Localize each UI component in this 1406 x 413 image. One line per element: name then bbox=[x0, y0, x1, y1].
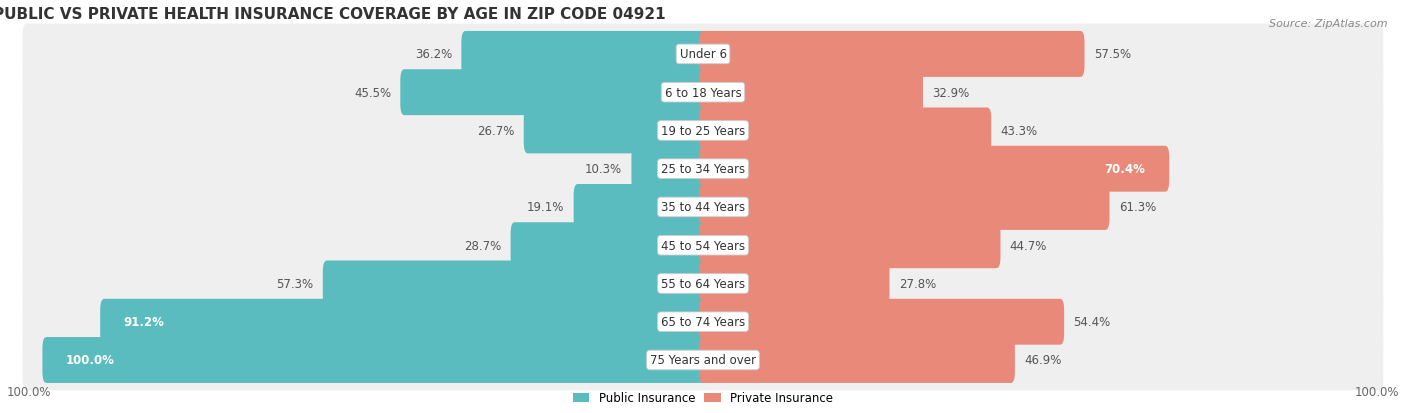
Text: 70.4%: 70.4% bbox=[1105, 163, 1146, 176]
FancyBboxPatch shape bbox=[401, 70, 707, 116]
Text: 44.7%: 44.7% bbox=[1010, 239, 1047, 252]
Text: 19.1%: 19.1% bbox=[527, 201, 564, 214]
FancyBboxPatch shape bbox=[42, 337, 707, 383]
Text: 100.0%: 100.0% bbox=[1354, 385, 1399, 398]
Text: Source: ZipAtlas.com: Source: ZipAtlas.com bbox=[1270, 19, 1388, 28]
FancyBboxPatch shape bbox=[574, 185, 707, 230]
Text: 32.9%: 32.9% bbox=[932, 86, 969, 100]
Text: 35 to 44 Years: 35 to 44 Years bbox=[661, 201, 745, 214]
Text: 28.7%: 28.7% bbox=[464, 239, 502, 252]
Text: 54.4%: 54.4% bbox=[1073, 316, 1111, 328]
Text: 75 Years and over: 75 Years and over bbox=[650, 354, 756, 367]
Text: 36.2%: 36.2% bbox=[415, 48, 453, 61]
FancyBboxPatch shape bbox=[699, 299, 1064, 345]
FancyBboxPatch shape bbox=[631, 146, 707, 192]
Text: 27.8%: 27.8% bbox=[898, 277, 936, 290]
Text: 57.5%: 57.5% bbox=[1094, 48, 1130, 61]
FancyBboxPatch shape bbox=[699, 337, 1015, 383]
Text: 43.3%: 43.3% bbox=[1001, 125, 1038, 138]
Text: 6 to 18 Years: 6 to 18 Years bbox=[665, 86, 741, 100]
Legend: Public Insurance, Private Insurance: Public Insurance, Private Insurance bbox=[568, 387, 838, 409]
FancyBboxPatch shape bbox=[699, 146, 1170, 192]
Text: 10.3%: 10.3% bbox=[585, 163, 623, 176]
FancyBboxPatch shape bbox=[523, 108, 707, 154]
FancyBboxPatch shape bbox=[22, 63, 1384, 123]
FancyBboxPatch shape bbox=[699, 70, 922, 116]
Text: Under 6: Under 6 bbox=[679, 48, 727, 61]
FancyBboxPatch shape bbox=[510, 223, 707, 268]
FancyBboxPatch shape bbox=[323, 261, 707, 307]
FancyBboxPatch shape bbox=[22, 216, 1384, 276]
FancyBboxPatch shape bbox=[22, 330, 1384, 390]
FancyBboxPatch shape bbox=[22, 139, 1384, 199]
FancyBboxPatch shape bbox=[461, 32, 707, 78]
FancyBboxPatch shape bbox=[699, 261, 890, 307]
FancyBboxPatch shape bbox=[699, 185, 1109, 230]
Text: 55 to 64 Years: 55 to 64 Years bbox=[661, 277, 745, 290]
FancyBboxPatch shape bbox=[22, 292, 1384, 352]
FancyBboxPatch shape bbox=[22, 24, 1384, 85]
FancyBboxPatch shape bbox=[699, 108, 991, 154]
Text: 57.3%: 57.3% bbox=[277, 277, 314, 290]
Text: 19 to 25 Years: 19 to 25 Years bbox=[661, 125, 745, 138]
FancyBboxPatch shape bbox=[22, 254, 1384, 314]
Text: 45.5%: 45.5% bbox=[354, 86, 391, 100]
FancyBboxPatch shape bbox=[100, 299, 707, 345]
Text: 25 to 34 Years: 25 to 34 Years bbox=[661, 163, 745, 176]
Text: 65 to 74 Years: 65 to 74 Years bbox=[661, 316, 745, 328]
FancyBboxPatch shape bbox=[699, 223, 1001, 268]
Text: 46.9%: 46.9% bbox=[1024, 354, 1062, 367]
Text: 91.2%: 91.2% bbox=[124, 316, 165, 328]
Text: 100.0%: 100.0% bbox=[66, 354, 115, 367]
Text: PUBLIC VS PRIVATE HEALTH INSURANCE COVERAGE BY AGE IN ZIP CODE 04921: PUBLIC VS PRIVATE HEALTH INSURANCE COVER… bbox=[0, 7, 665, 22]
Text: 61.3%: 61.3% bbox=[1119, 201, 1156, 214]
Text: 26.7%: 26.7% bbox=[477, 125, 515, 138]
FancyBboxPatch shape bbox=[22, 101, 1384, 161]
FancyBboxPatch shape bbox=[22, 177, 1384, 238]
Text: 100.0%: 100.0% bbox=[7, 385, 52, 398]
FancyBboxPatch shape bbox=[699, 32, 1084, 78]
Text: 45 to 54 Years: 45 to 54 Years bbox=[661, 239, 745, 252]
